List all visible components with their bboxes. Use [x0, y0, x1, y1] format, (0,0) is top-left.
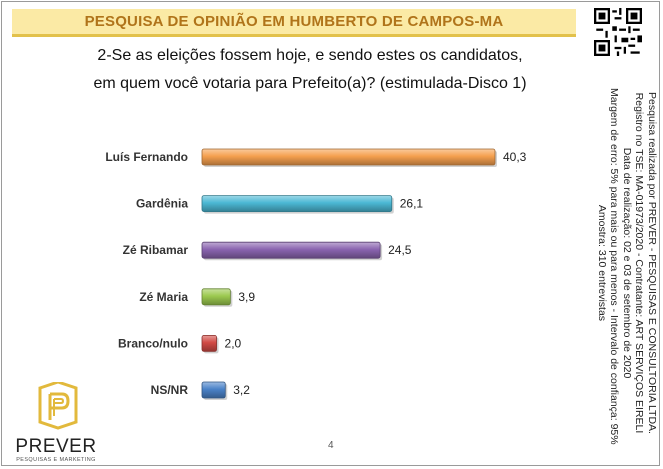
survey-info-line-5: Amostra: 310 entrevistas	[596, 204, 608, 322]
bar	[201, 381, 226, 399]
value-label: 3,2	[233, 383, 250, 397]
value-label: 40,3	[503, 150, 527, 164]
value-label: 3,9	[238, 290, 255, 304]
category-label: Gardênia	[136, 197, 188, 211]
bar	[201, 195, 393, 213]
value-label: 26,1	[400, 197, 424, 211]
bar	[201, 148, 496, 166]
survey-info-line-4: Margem de erro: 5% para mais ou para men…	[608, 88, 621, 445]
question-text: 2-Se as eleições fossem hoje, e sendo es…	[60, 42, 560, 98]
question-line-2: em quem você votaria para Prefeito(a)? (…	[93, 75, 527, 92]
bar	[201, 288, 231, 306]
survey-info-line-1: Pesquisa realizada por PREVER - PESQUISA…	[646, 92, 658, 434]
bar-chart: Luís Fernando 40,3 Gardênia 26,1 Zé Ribamar 2…	[105, 148, 527, 400]
prever-logo-icon	[38, 382, 78, 430]
value-label: 2,0	[225, 336, 242, 350]
logo-name: PREVER	[15, 436, 97, 457]
category-label: Zé Maria	[139, 290, 188, 304]
page-number: 4	[328, 440, 334, 451]
survey-info-line-2: Registro no TSE: MA-01973/2020 - Contrat…	[633, 92, 646, 434]
category-label: Luís Fernando	[105, 150, 188, 164]
bar	[201, 241, 381, 259]
survey-info: Pesquisa realizada por PREVER - PESQUISA…	[580, 88, 658, 445]
qr-code-icon	[594, 8, 642, 56]
title-banner: PESQUISA DE OPINIÃO EM HUMBERTO DE CAMPO…	[12, 9, 576, 37]
category-label: Zé Ribamar	[123, 243, 189, 257]
survey-info-line-3: Data de realização: 02 e 03 de setembro …	[621, 147, 633, 379]
logo-tagline: PESQUISAS E MARKETING	[16, 457, 96, 463]
page-title: PESQUISA DE OPINIÃO EM HUMBERTO DE CAMPO…	[84, 13, 504, 30]
value-label: 24,5	[388, 243, 412, 257]
category-label: Branco/nulo	[118, 336, 188, 350]
question-line-1: 2-Se as eleições fossem hoje, e sendo es…	[97, 47, 523, 64]
bar	[201, 334, 217, 352]
category-label: NS/NR	[151, 383, 189, 397]
